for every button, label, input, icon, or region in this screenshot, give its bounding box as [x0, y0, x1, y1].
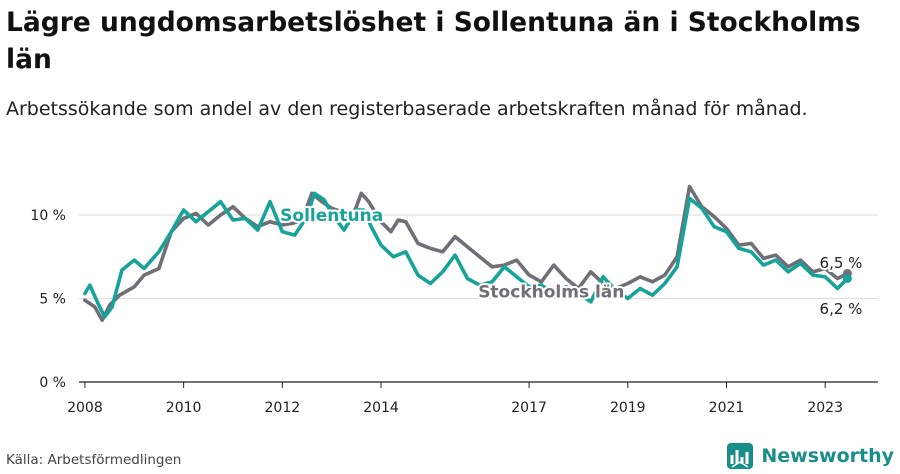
- axes: 0 % 5 % 10 % 2008 2010 2012 2014 2017 2019 2021 20…: [30, 208, 878, 416]
- y-tick-label: 5 %: [39, 292, 66, 308]
- y-tick-label: 10 %: [30, 208, 66, 224]
- brand-logo: Newsworthy: [727, 443, 894, 469]
- x-tick-label: 2010: [166, 400, 202, 416]
- x-tick-label: 2021: [709, 400, 745, 416]
- x-tick-label: 2014: [363, 400, 399, 416]
- x-tick-label: 2017: [511, 400, 547, 416]
- x-tick-label: 2019: [610, 400, 646, 416]
- series: [83, 184, 852, 323]
- x-tick-label: 2008: [67, 400, 103, 416]
- sollentuna-line-label: Sollentuna: [280, 206, 383, 226]
- end-value-stockholm: 6,5 %: [820, 254, 863, 272]
- chart-subtitle: Arbetssökande som andel av den registerb…: [6, 98, 808, 120]
- source-note: Källa: Arbetsförmedlingen: [6, 452, 182, 468]
- series-line-stockholms-lan: [83, 184, 850, 323]
- stockholm-line-label: Stockholms län: [478, 283, 624, 303]
- newsworthy-icon: [727, 443, 754, 469]
- series-line-sollentuna: [83, 191, 850, 319]
- chart-title: Lägre ungdomsarbetslöshet i Sollentuna ä…: [6, 7, 861, 75]
- x-tick-label: 2012: [265, 400, 301, 416]
- end-value-sollentuna: 6,2 %: [820, 300, 863, 318]
- annotations: Sollentuna Stockholms län 6,5 % 6,2 %: [278, 204, 864, 320]
- brand-name: Newsworthy: [761, 445, 894, 467]
- y-tick-label: 0 %: [39, 375, 66, 391]
- x-tick-label: 2023: [807, 400, 843, 416]
- gridlines: [79, 214, 878, 300]
- series-end-point: [842, 273, 852, 283]
